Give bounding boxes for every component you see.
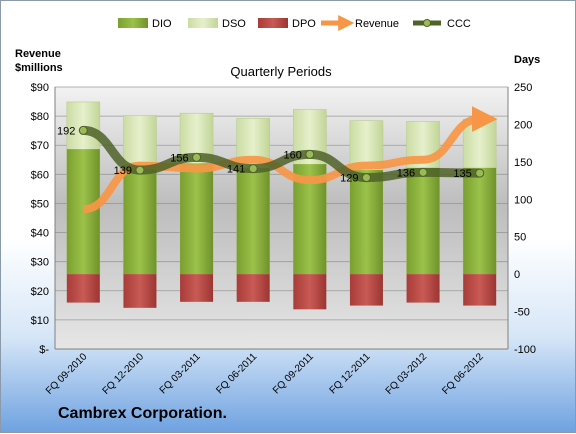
dpo-bar [406, 274, 440, 303]
dio-bar [463, 167, 497, 275]
ccc-point [192, 152, 202, 162]
left-tick-label: $90 [31, 82, 49, 94]
category-label: FQ 06-2011 [214, 351, 259, 396]
ccc-point [418, 167, 428, 177]
right-tick-label: -50 [514, 307, 530, 319]
category-label: FQ 09-2010 [44, 351, 90, 397]
right-tick-label: 150 [514, 157, 532, 169]
dpo-bar [236, 274, 270, 302]
legend-label: DPO [292, 18, 316, 30]
ccc-point [361, 173, 371, 183]
ccc-data-label: 141 [227, 164, 245, 176]
ccc-point [135, 165, 145, 175]
category-label: FQ 09-2011 [271, 351, 316, 396]
dpo-bar [349, 274, 383, 306]
ccc-data-label: 136 [397, 167, 415, 179]
dpo-bar [293, 274, 327, 310]
ccc-point [475, 168, 485, 178]
ccc-point [78, 125, 88, 135]
right-tick-label: 250 [514, 82, 532, 94]
ccc-data-label: 129 [340, 173, 358, 185]
left-tick-label: $40 [31, 228, 49, 240]
legend-swatch [258, 18, 288, 28]
right-axis-title: Days [514, 54, 540, 66]
legend-label: DIO [152, 18, 172, 30]
legend-label: CCC [447, 18, 471, 30]
plot-area [55, 87, 508, 349]
dio-bar [180, 163, 214, 275]
dpo-bar [66, 274, 100, 303]
left-tick-label: $50 [31, 198, 49, 210]
legend-label: DSO [222, 18, 246, 30]
right-tick-label: -100 [514, 344, 536, 356]
ccc-point [305, 149, 315, 159]
right-tick-label: 0 [514, 269, 520, 281]
ccc-data-label: 135 [453, 168, 471, 180]
ccc-data-label: 156 [170, 152, 188, 164]
chart-title: Quarterly Periods [230, 64, 332, 79]
legend-swatch [188, 18, 218, 28]
left-axis-title-line1: Revenue [15, 48, 61, 60]
ccc-point [248, 164, 258, 174]
dio-bar [349, 170, 383, 275]
ccc-data-label: 160 [283, 149, 301, 161]
dpo-bar [463, 274, 497, 306]
category-label: FQ 12-2010 [101, 351, 147, 397]
dio-bar [236, 167, 270, 275]
right-tick-label: 50 [514, 232, 526, 244]
dio-bar [406, 167, 440, 275]
left-axis-title-line2: $millions [15, 62, 63, 74]
legend: DIO DSO DPO Revenue CCC [118, 14, 471, 32]
ccc-data-label: 192 [57, 125, 75, 137]
category-label: FQ 03-2011 [158, 351, 203, 396]
dpo-bar [123, 274, 157, 308]
dio-bar [123, 164, 157, 275]
left-tick-label: $20 [31, 286, 49, 298]
left-tick-label: $70 [31, 140, 49, 152]
legend-swatch [118, 18, 148, 28]
category-label: FQ 12-2011 [328, 351, 373, 396]
right-tick-label: 100 [514, 194, 532, 206]
legend-label: Revenue [355, 18, 399, 30]
legend-marker [423, 19, 431, 27]
left-tick-label: $60 [31, 169, 49, 181]
dpo-bar [180, 274, 214, 302]
left-tick-label: $10 [31, 315, 49, 327]
right-tick-label: 200 [514, 119, 532, 131]
company-name: Cambrex Corporation. [58, 405, 227, 422]
left-tick-label: $30 [31, 257, 49, 269]
category-label: FQ 03-2012 [384, 351, 430, 397]
ccc-data-label: 139 [114, 165, 132, 177]
left-tick-label: $80 [31, 111, 49, 123]
left-tick-label: $- [39, 344, 49, 356]
ccc-series: 192 139 156 141 160 129 136 135 [57, 125, 485, 185]
category-label: FQ 06-2012 [440, 351, 486, 397]
